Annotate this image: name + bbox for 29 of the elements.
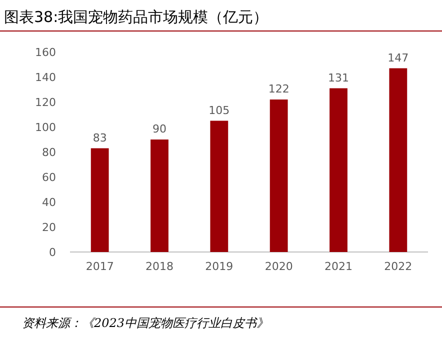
- bar: [210, 120, 228, 252]
- text: 资料来源：《2023中国宠物医疗行业白皮书》: [22, 316, 269, 330]
- bar: [270, 100, 288, 252]
- x-tick-label: 2022: [384, 260, 412, 273]
- data-label: 83: [92, 131, 107, 144]
- x-tick-label: 2017: [86, 260, 114, 273]
- chart-title: 图表38:我国宠物药品市场规模（亿元）: [4, 8, 268, 26]
- bar: [90, 148, 109, 252]
- y-tick-label: 120: [35, 96, 56, 109]
- data-label: 147: [388, 51, 409, 64]
- bar: [150, 140, 168, 252]
- y-tick-label: 60: [42, 171, 56, 184]
- y-tick-label: 20: [42, 221, 56, 234]
- y-tick-label: 140: [35, 71, 56, 84]
- data-label: 131: [328, 71, 349, 84]
- bar: [389, 68, 408, 252]
- y-tick-label: 0: [49, 246, 56, 259]
- x-tick-label: 2018: [146, 260, 174, 273]
- y-tick-label: 80: [42, 146, 56, 159]
- x-tick-label: 2019: [205, 260, 234, 273]
- y-tick-label: 40: [42, 196, 56, 209]
- bar: [330, 88, 348, 252]
- data-label: 122: [268, 82, 290, 96]
- data-label: 90: [152, 122, 166, 136]
- data-label: 105: [208, 104, 230, 117]
- x-tick-label: 2020: [264, 260, 293, 273]
- y-tick-label: 160: [35, 46, 56, 59]
- y-tick-label: 100: [35, 121, 56, 134]
- x-tick-label: 2021: [324, 260, 352, 273]
